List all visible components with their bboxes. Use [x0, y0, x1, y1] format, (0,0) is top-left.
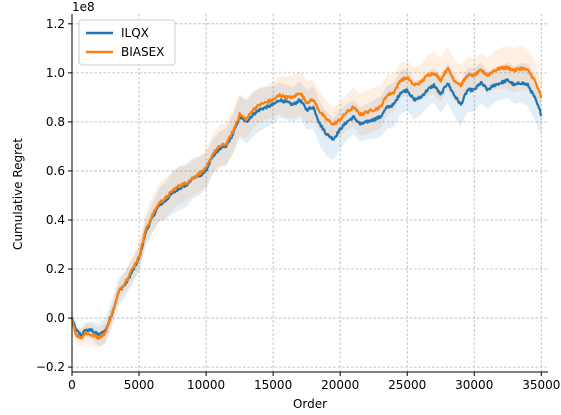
series-line-biasex — [70, 65, 543, 340]
y-tick-label: 0.2 — [46, 262, 65, 276]
axes — [71, 14, 548, 373]
y-tick-label: 1.0 — [46, 66, 65, 80]
legend: ILQX BIASEX — [78, 19, 176, 66]
grid — [71, 14, 548, 372]
y-offset-label: 1e8 — [72, 0, 95, 14]
x-tick-label: 5000 — [124, 378, 155, 392]
y-tick-label: 0.0 — [46, 311, 65, 325]
x-tick-label: 10000 — [187, 378, 225, 392]
legend-label-biasex: BIASEX — [121, 45, 164, 59]
x-tick-label: 0 — [68, 378, 76, 392]
legend-box — [78, 19, 176, 66]
x-ticks: 0 5000 10000 15000 20000 25000 30000 35000 — [68, 372, 560, 392]
y-tick-label: 0.6 — [46, 164, 65, 178]
x-tick-label: 35000 — [522, 378, 560, 392]
y-ticks: −0.2 0.0 0.2 0.4 0.6 0.8 1.0 1.2 — [36, 17, 72, 374]
y-tick-label: 1.2 — [46, 17, 65, 31]
y-tick-label: −0.2 — [36, 360, 65, 374]
series-lines — [70, 65, 543, 340]
y-tick-label: 0.8 — [46, 115, 65, 129]
legend-label-ilqx: ILQX — [121, 26, 149, 40]
x-tick-label: 20000 — [321, 378, 359, 392]
x-tick-label: 25000 — [388, 378, 426, 392]
x-tick-label: 30000 — [455, 378, 493, 392]
confidence-band-ilqx — [72, 62, 542, 347]
y-axis-title: Cumulative Regret — [11, 138, 25, 250]
x-tick-label: 15000 — [254, 378, 292, 392]
y-tick-label: 0.4 — [46, 213, 65, 227]
x-axis-title: Order — [293, 397, 327, 411]
